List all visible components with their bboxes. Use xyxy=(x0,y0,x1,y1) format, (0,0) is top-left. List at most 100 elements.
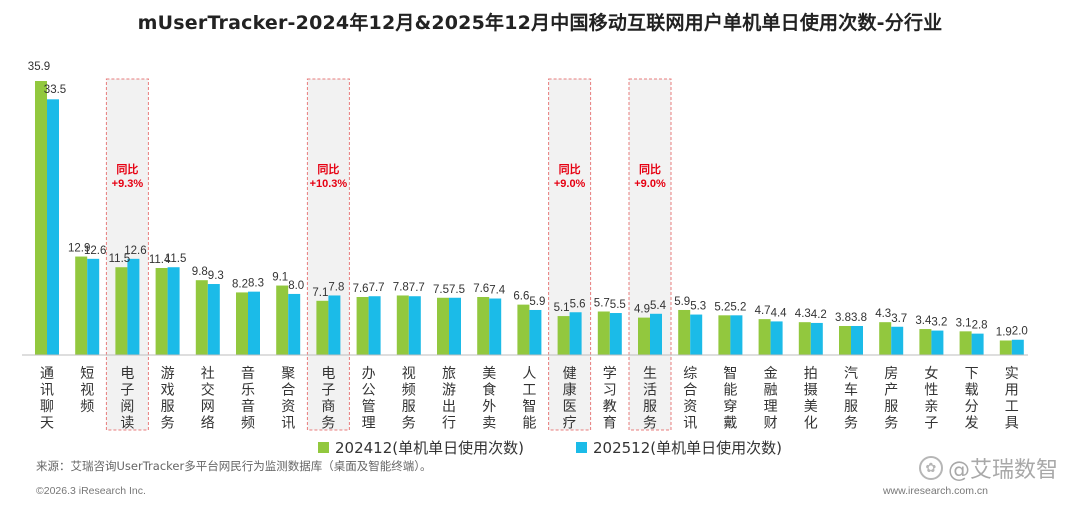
bar-2024 xyxy=(155,267,168,355)
category-label-char: 美 xyxy=(482,366,496,382)
category-label-char: 教 xyxy=(603,399,617,415)
data-label-2025: 5.5 xyxy=(610,299,626,311)
copyright: ©2026.3 iResearch Inc. xyxy=(36,485,146,497)
data-label-2024: 3.1 xyxy=(956,317,972,329)
category-label-char: 务 xyxy=(844,416,858,432)
bar-2024 xyxy=(517,304,530,355)
category-label-char: 理 xyxy=(764,399,778,415)
data-label-2025: 3.8 xyxy=(851,312,867,324)
bar-2024 xyxy=(678,309,691,355)
category-label-char: 行 xyxy=(442,416,456,432)
bar-2024 xyxy=(919,329,932,355)
category-label-char: 能 xyxy=(723,383,737,399)
chart-title: mUserTracker-2024年12月&2025年12月中国移动互联网用户单… xyxy=(137,12,943,34)
category-label-char: 汽 xyxy=(844,366,858,382)
data-label-2024: 9.8 xyxy=(192,266,208,278)
data-label-2024: 3.8 xyxy=(835,312,851,324)
bar-2025 xyxy=(650,313,662,355)
category-label-char: 智 xyxy=(522,399,536,415)
bar-2024 xyxy=(959,331,972,355)
category-label-char: 亲 xyxy=(924,399,938,415)
category-label-char: 服 xyxy=(402,399,416,415)
data-label-2024: 11.4 xyxy=(149,254,171,266)
category-label-char: 工 xyxy=(522,383,536,399)
bar-2025 xyxy=(288,293,301,355)
category-label-char: 下 xyxy=(965,366,979,382)
bar-2025 xyxy=(770,321,783,355)
data-label-2024: 11.5 xyxy=(109,253,131,265)
category-label-char: 游 xyxy=(442,383,456,399)
category-label-char: 社 xyxy=(201,366,215,382)
bar-2025 xyxy=(971,333,984,355)
category-label-char: 卖 xyxy=(482,416,496,432)
bar-2024 xyxy=(437,297,449,355)
category-label-char: 务 xyxy=(884,416,898,432)
category-label-char: 融 xyxy=(764,383,778,399)
legend-item-2025: 202512(单机单日使用次数) xyxy=(576,437,782,458)
category-label-char: 短 xyxy=(80,366,94,382)
category-label-char: 讯 xyxy=(683,416,697,432)
category-label-char: 服 xyxy=(844,399,858,415)
data-label-2025: 9.3 xyxy=(208,270,224,282)
bar-2025 xyxy=(408,296,421,355)
highlight-box xyxy=(105,78,149,431)
category-label-char: 康 xyxy=(563,382,577,399)
category-label-char: 发 xyxy=(965,416,979,432)
data-label-2025: 4.4 xyxy=(771,307,788,319)
data-label-2025: 7.8 xyxy=(328,281,344,293)
bar-2024 xyxy=(75,256,88,355)
category-label-char: 公 xyxy=(362,383,376,399)
legend-item-2024: 202412(单机单日使用次数) xyxy=(318,437,524,458)
category-label-char: 交 xyxy=(201,382,215,399)
category-label-char: 具 xyxy=(1005,416,1019,432)
bar-2025 xyxy=(368,296,381,355)
category-label-char: 音 xyxy=(241,365,255,382)
category-label-char: 医 xyxy=(563,399,577,415)
bar-2025 xyxy=(529,309,542,355)
data-label-2025: 8.3 xyxy=(248,278,264,290)
bar-2025 xyxy=(609,313,622,355)
category-label-char: 络 xyxy=(201,416,215,432)
bar-2025 xyxy=(87,258,100,355)
bar-2024 xyxy=(718,315,731,355)
yoy-label: 同比 xyxy=(116,162,138,176)
category-label-char: 音 xyxy=(241,398,255,415)
data-label-2025: 12.6 xyxy=(84,245,106,257)
highlight-box xyxy=(628,78,672,431)
category-label-char: 性 xyxy=(924,383,938,399)
bar-2025 xyxy=(690,314,703,355)
data-label-2024: 5.1 xyxy=(554,302,570,314)
data-label-2024: 3.4 xyxy=(915,315,932,327)
yoy-label: 同比 xyxy=(639,162,661,176)
category-label-char: 商 xyxy=(321,399,335,415)
data-label-2024: 7.6 xyxy=(473,283,489,295)
bar-2025 xyxy=(1011,339,1024,355)
yoy-value: +9.0% xyxy=(634,178,666,190)
bar-2025 xyxy=(851,325,863,355)
data-label-2025: 7.7 xyxy=(369,282,385,294)
bar-2024 xyxy=(195,280,208,355)
data-label-2024: 8.2 xyxy=(232,278,248,290)
legend-swatch-2025 xyxy=(576,442,587,453)
data-label-2024: 9.1 xyxy=(272,272,288,284)
category-label-char: 服 xyxy=(161,399,175,415)
category-label-char: 务 xyxy=(402,416,416,432)
category-label-char: 载 xyxy=(965,383,979,399)
data-label-2025: 11.5 xyxy=(165,253,187,265)
bar-2024 xyxy=(999,340,1012,355)
bar-2025 xyxy=(891,326,904,355)
category-label-char: 合 xyxy=(683,383,697,399)
bar-2024 xyxy=(276,285,289,355)
category-label-char: 资 xyxy=(683,399,697,415)
data-label-2025: 5.3 xyxy=(690,301,706,313)
category-label-char: 车 xyxy=(844,382,858,399)
data-label-2025: 5.2 xyxy=(730,301,746,313)
data-label-2025: 5.9 xyxy=(529,296,545,308)
category-label-char: 育 xyxy=(603,416,617,432)
bar-2024 xyxy=(356,296,369,355)
data-label-2025: 12.6 xyxy=(124,245,146,257)
bar-2024 xyxy=(115,267,128,355)
category-label-char: 房 xyxy=(884,366,898,382)
data-label-2025: 8.0 xyxy=(288,280,304,292)
